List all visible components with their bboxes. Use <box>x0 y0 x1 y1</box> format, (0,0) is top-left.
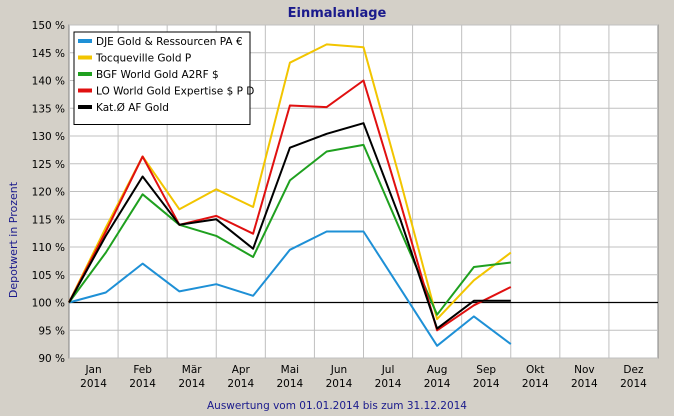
x-tick-label-year: 2014 <box>522 378 549 390</box>
x-tick-label-year: 2014 <box>375 378 402 390</box>
y-axis-label: Depotwert in Prozent <box>7 181 20 298</box>
x-tick-label-month: Mai <box>281 364 299 376</box>
x-tick-label-year: 2014 <box>277 378 304 390</box>
x-tick-label-month: Nov <box>574 364 595 376</box>
chart-footer: Auswertung vom 01.01.2014 bis zum 31.12.… <box>207 400 467 412</box>
legend-box <box>73 31 251 125</box>
legend-entry: DJE Gold & Ressourcen PA € <box>96 36 243 48</box>
x-tick-label-month: Jun <box>330 364 347 376</box>
x-tick-label-month: Jan <box>84 364 101 376</box>
y-tick-labels: 90 % 95 % 100 % 105 % 110 % 115 % 120 % 125 % 13… <box>32 20 65 365</box>
y-tick-label: 105 % <box>32 270 65 282</box>
x-tick-label-year: 2014 <box>620 378 647 390</box>
legend: DJE Gold & Ressourcen PA € Tocqueville Go… <box>73 31 254 125</box>
x-tick-label-year: 2014 <box>571 378 598 390</box>
y-tick-label: 95 % <box>38 325 65 337</box>
y-tick-label: 110 % <box>32 242 65 254</box>
series-line-4 <box>68 79 512 332</box>
y-tick-label: 145 % <box>32 48 65 60</box>
y-tick-label: 115 % <box>32 214 65 226</box>
legend-entry: Kat.Ø AF Gold <box>96 102 169 114</box>
y-tick-label: 125 % <box>32 159 65 171</box>
series-line-3 <box>68 143 511 316</box>
x-tick-label-year: 2014 <box>473 378 500 390</box>
x-tick-label-year: 2014 <box>227 378 254 390</box>
series-line-5 <box>68 122 511 330</box>
series-lines <box>68 43 512 347</box>
y-tick-label: 100 % <box>32 298 65 310</box>
x-tick-label-year: 2014 <box>326 378 353 390</box>
legend-entry: Tocqueville Gold P <box>95 53 191 65</box>
x-tick-label-month: Mär <box>182 364 202 376</box>
x-tick-label-month: Aug <box>427 364 448 376</box>
y-tick-label: 90 % <box>38 353 65 365</box>
x-tick-label-year: 2014 <box>80 378 107 390</box>
x-tick-label-month: Okt <box>526 364 544 376</box>
y-tick-label: 130 % <box>32 131 65 143</box>
legend-entry: LO World Gold Expertise $ P D <box>96 86 254 98</box>
x-tick-label-month: Feb <box>133 364 152 376</box>
x-tick-label-month: Jul <box>381 364 395 376</box>
x-tick-label-year: 2014 <box>424 378 451 390</box>
y-tick-label: 135 % <box>32 103 65 115</box>
y-tick-label: 140 % <box>32 76 65 88</box>
x-tick-label-year: 2014 <box>178 378 205 390</box>
x-tick-label-month: Dez <box>623 364 644 376</box>
x-tick-labels: Jan 2014 Feb 2014 Mär 2014 Apr 2014 Mai 2014 Jun 20… <box>80 364 647 390</box>
x-tick-label-year: 2014 <box>129 378 156 390</box>
y-tick-label: 150 % <box>32 20 65 32</box>
chart-title: Einmalanlage <box>288 6 387 21</box>
series-line-1 <box>68 230 512 347</box>
y-tick-label: 120 % <box>32 187 65 199</box>
x-tick-label-month: Apr <box>232 364 251 376</box>
legend-entry: BGF World Gold A2RF $ <box>96 69 219 81</box>
x-tick-label-month: Sep <box>476 364 496 376</box>
